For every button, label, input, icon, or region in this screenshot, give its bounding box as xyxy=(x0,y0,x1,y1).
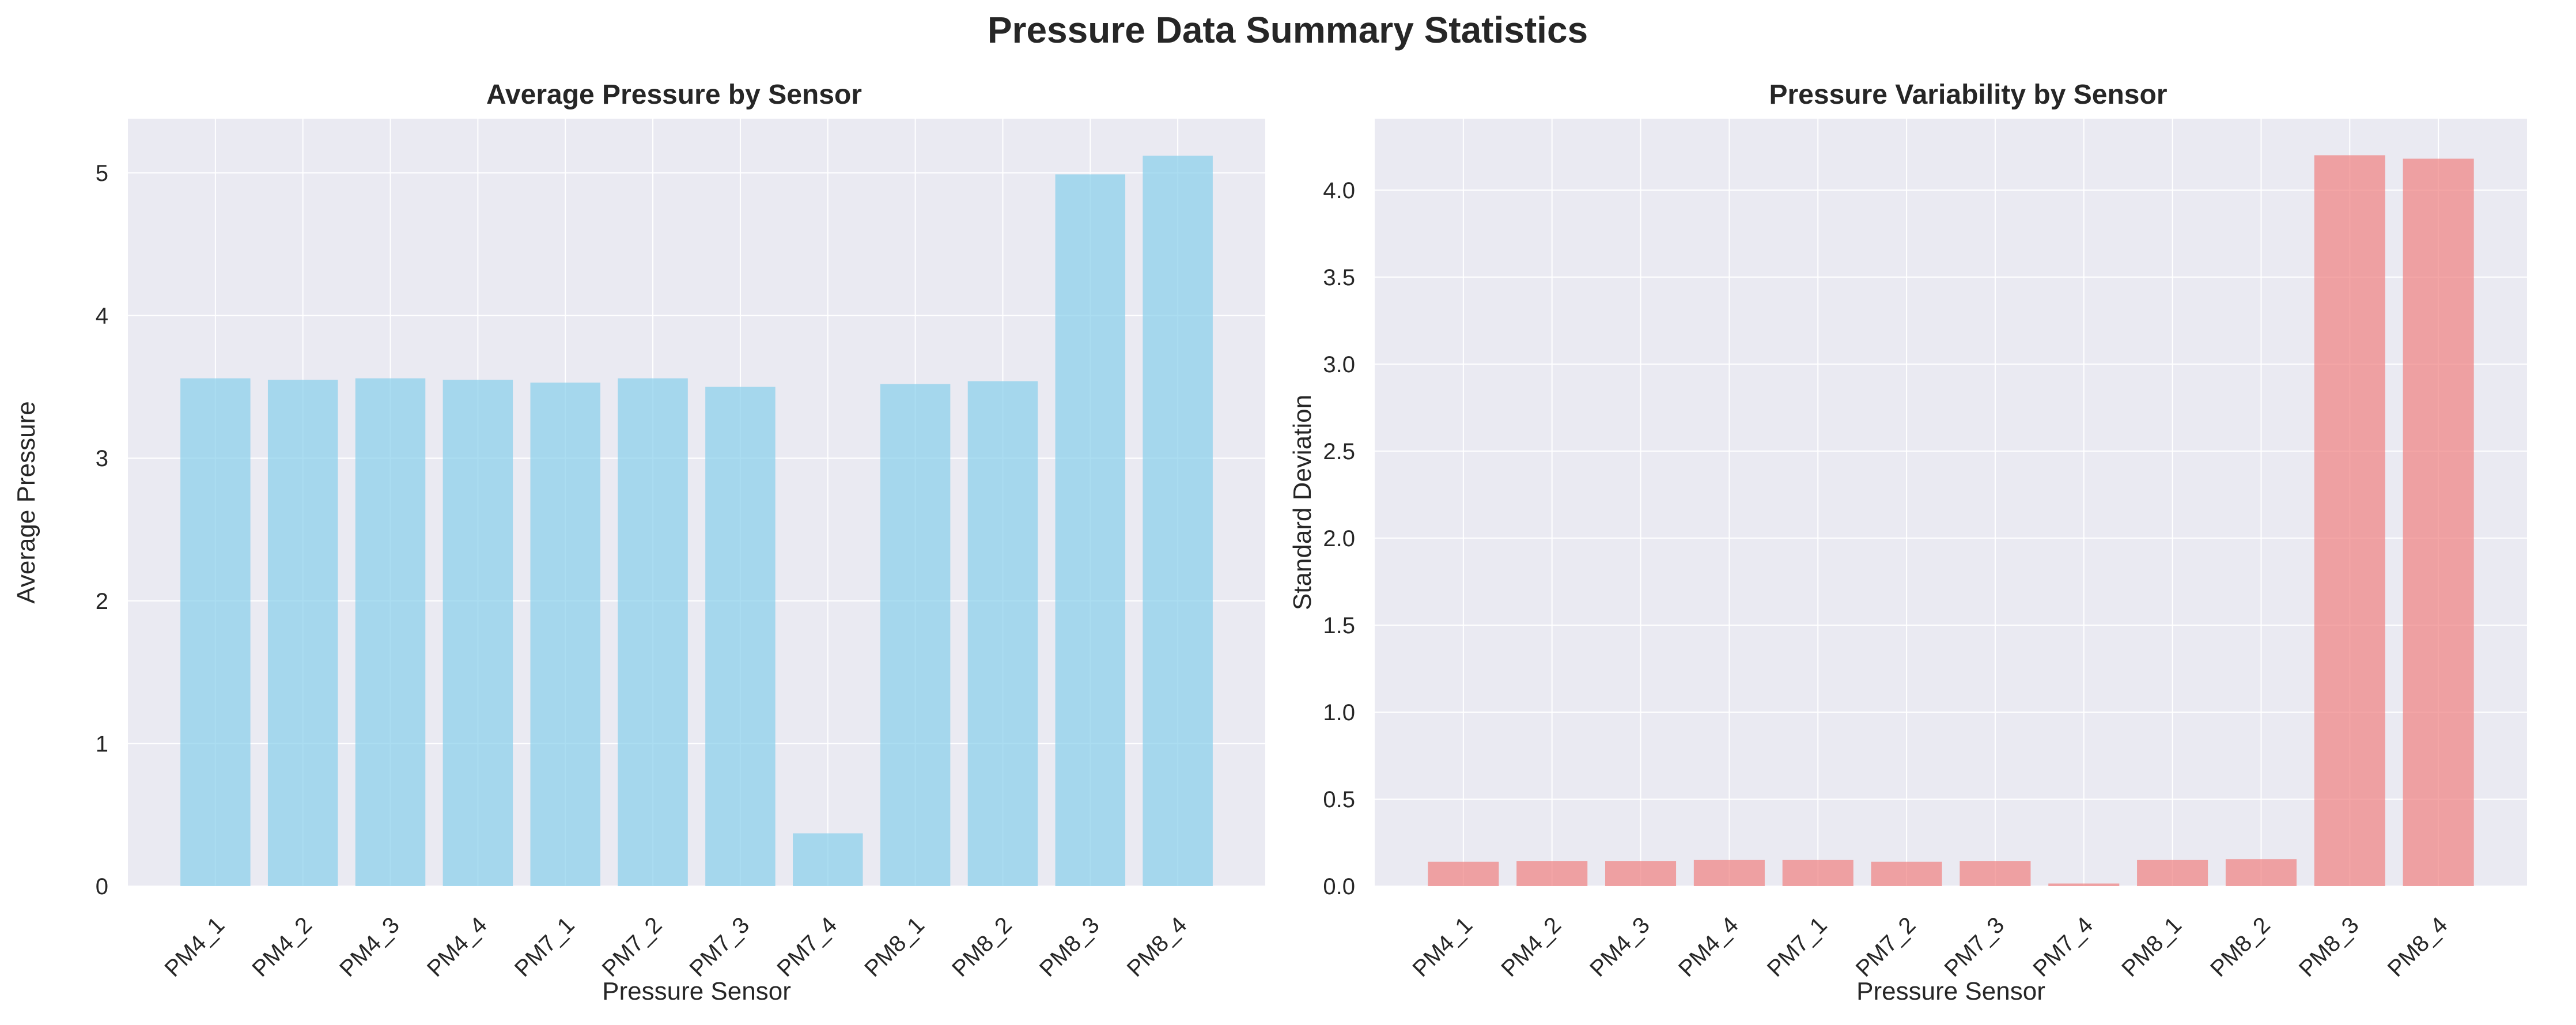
chart-average-pressure: 0 1 2 3 4 5 PM4_1 PM4_2 PM4_3 PM4_4 PM7_1 PM7_2 PM7… xyxy=(12,80,1265,1005)
bar-pm8-2 xyxy=(2225,859,2297,886)
y-tick-label: 1 xyxy=(96,731,108,757)
bar-pm4-2 xyxy=(1516,861,1588,886)
x-tick-label: PM4_4 xyxy=(422,912,492,982)
x-tick-label: PM4_3 xyxy=(335,912,404,982)
bar-pm7-2 xyxy=(1871,861,1942,886)
x-tick-label: PM8_2 xyxy=(2206,912,2275,982)
bar-pm8-3 xyxy=(2314,155,2385,886)
chart-pressure-variability: 0.00.51.01.52.02.53.03.54.0 PM4_1 PM4_2 PM… xyxy=(1288,80,2527,1005)
chart-title: Average Pressure by Sensor xyxy=(486,80,862,110)
bar-pm7-4 xyxy=(2048,883,2120,886)
y-tick-labels: 0.0 0.5 1.0 1.5 2.0 2.5 3.0 3.5 4.0 xyxy=(1323,178,1355,899)
x-axis-label: Pressure Sensor xyxy=(602,977,791,1005)
bar-pm8-1 xyxy=(2137,860,2208,886)
x-tick-label: PM7_2 xyxy=(1851,912,1921,982)
bar-pm7-2 xyxy=(618,378,688,886)
y-tick-label: 3 xyxy=(96,446,108,471)
x-tick-label: PM7_4 xyxy=(772,912,842,982)
y-tick-label: 2.0 xyxy=(1323,526,1355,551)
x-tick-label: PM8_3 xyxy=(1035,912,1104,982)
y-tick-label: 1.5 xyxy=(1323,613,1355,638)
y-axis-label: Standard Deviation xyxy=(1288,395,1317,610)
y-tick-labels: 0 1 2 3 4 5 xyxy=(96,161,108,899)
x-tick-label: PM7_4 xyxy=(2028,912,2098,982)
x-tick-label: PM8_1 xyxy=(2117,912,2187,982)
x-tick-label: PM7_2 xyxy=(597,912,667,982)
bar-pm8-1 xyxy=(880,384,951,886)
bar-pm7-4 xyxy=(793,833,863,886)
x-tick-label: PM8_4 xyxy=(2383,912,2453,982)
y-tick-label: 4.0 xyxy=(1323,178,1355,203)
bar-pm4-3 xyxy=(1605,861,1677,886)
x-tick-label: PM4_2 xyxy=(247,912,317,982)
figure-suptitle: Pressure Data Summary Statistics xyxy=(988,9,1588,51)
x-tick-label: PM7_1 xyxy=(510,912,580,982)
y-tick-label: 0.0 xyxy=(1323,874,1355,899)
y-tick-label: 3.5 xyxy=(1323,265,1355,290)
bar-pm4-3 xyxy=(355,378,426,886)
bar-pm8-4 xyxy=(1143,156,1213,887)
x-tick-label: PM8_2 xyxy=(947,912,1017,982)
bar-pm4-4 xyxy=(442,380,513,886)
bar-pm7-3 xyxy=(1960,861,2031,886)
bar-pm4-1 xyxy=(180,378,251,886)
x-tick-label: PM8_3 xyxy=(2294,912,2364,982)
y-tick-label: 0.5 xyxy=(1323,787,1355,812)
bar-pm4-4 xyxy=(1693,860,1765,886)
x-tick-labels: PM4_1 PM4_2 PM4_3 PM4_4 PM7_1 PM7_2 PM7_3 PM7_4… xyxy=(1408,912,2452,982)
y-tick-label: 1.0 xyxy=(1323,700,1355,725)
bar-pm4-2 xyxy=(267,380,338,886)
bar-pm7-1 xyxy=(1782,860,1853,886)
chart-title: Pressure Variability by Sensor xyxy=(1769,80,2167,110)
x-tick-labels: PM4_1 PM4_2 PM4_3 PM4_4 PM7_1 PM7_2 PM7_3 PM7_4… xyxy=(160,912,1191,982)
x-tick-label: PM7_3 xyxy=(685,912,755,982)
bars xyxy=(180,156,1213,887)
y-tick-label: 0 xyxy=(96,874,108,899)
bar-pm8-2 xyxy=(967,381,1038,886)
bar-pm7-1 xyxy=(530,383,600,886)
bar-pm8-3 xyxy=(1055,174,1126,886)
x-tick-label: PM4_3 xyxy=(1585,912,1655,982)
y-axis-label: Average Pressure xyxy=(12,401,40,603)
bars xyxy=(1428,155,2474,887)
y-tick-label: 5 xyxy=(96,161,108,186)
x-tick-label: PM4_2 xyxy=(1496,912,1566,982)
bar-pm7-3 xyxy=(705,387,776,886)
y-tick-label: 3.0 xyxy=(1323,352,1355,377)
x-axis-label: Pressure Sensor xyxy=(1856,977,2045,1005)
x-tick-label: PM4_1 xyxy=(160,912,229,982)
y-tick-label: 2.5 xyxy=(1323,439,1355,464)
y-tick-label: 2 xyxy=(96,589,108,614)
x-tick-label: PM7_3 xyxy=(1940,912,2010,982)
y-tick-label: 4 xyxy=(96,304,108,329)
x-tick-label: PM7_1 xyxy=(1762,912,1832,982)
x-tick-label: PM4_1 xyxy=(1408,912,1477,982)
x-tick-label: PM8_4 xyxy=(1122,912,1192,982)
bar-pm4-1 xyxy=(1428,861,1499,886)
x-tick-label: PM4_4 xyxy=(1674,912,1743,982)
x-tick-label: PM8_1 xyxy=(860,912,929,982)
bar-pm8-4 xyxy=(2403,158,2474,887)
